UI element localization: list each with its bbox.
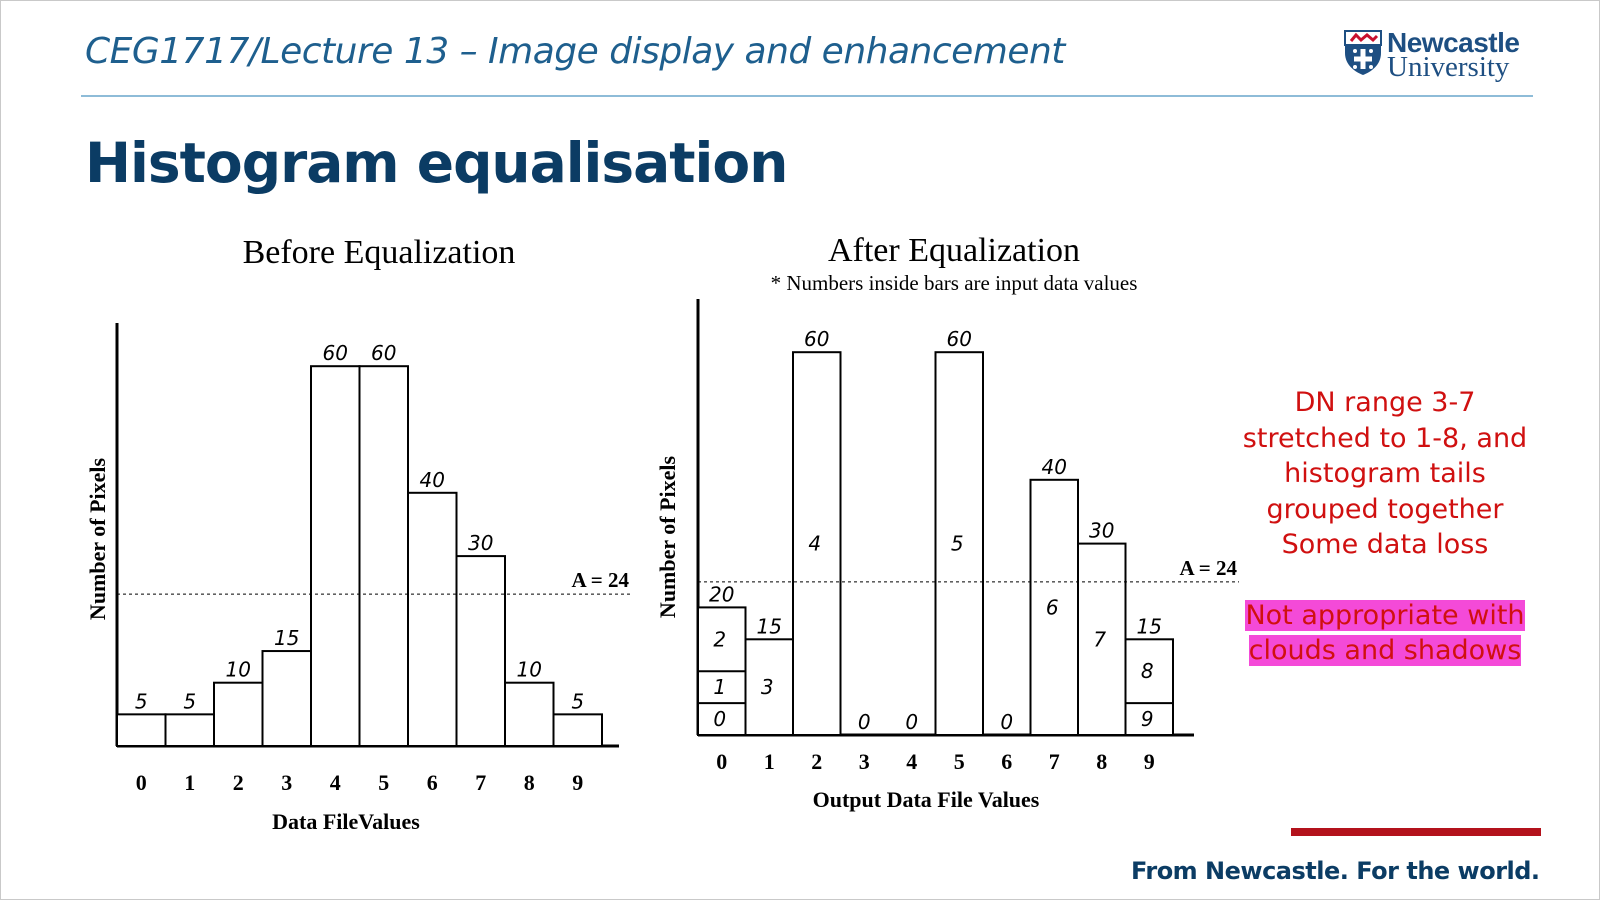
x-tick-label: 7 <box>475 770 486 795</box>
note-line: DN range 3-7 <box>1294 387 1476 418</box>
bar <box>213 681 264 748</box>
input-value-label: 2 <box>713 627 726 651</box>
bar-value-label: 0 <box>858 710 871 734</box>
bar-value-label: 15 <box>274 626 299 650</box>
highlighted-note-line: Not appropriate with <box>1245 599 1525 631</box>
x-tick-label: 2 <box>233 770 244 795</box>
bar-value-label: 60 <box>323 341 348 365</box>
logo-line1: Newcastle <box>1387 27 1520 58</box>
crest-icon <box>1344 30 1382 75</box>
chart-title: Before Equalization <box>243 234 516 271</box>
input-value-label: 4 <box>808 532 821 556</box>
input-value-label: 7 <box>1093 627 1106 651</box>
after-equalization-chart: After Equalization* Numbers inside bars … <box>655 232 1239 812</box>
note-line: stretched to 1-8, and <box>1242 422 1528 454</box>
y-axis-label: Number of Pixels <box>655 456 680 619</box>
x-tick-label: 3 <box>281 770 292 795</box>
bar <box>310 365 361 747</box>
average-label: A = 24 <box>1180 556 1238 580</box>
bar-value-label: 0 <box>905 710 918 734</box>
x-tick-label: 0 <box>136 770 147 795</box>
x-tick-label: 3 <box>859 749 870 774</box>
bar-value-label: 10 <box>517 658 542 682</box>
bar-value-label: 60 <box>804 327 829 351</box>
before-equalization-chart: Before Equalization 5 0 5 1 10 2 15 3 60 4 60 5 40 6 30… <box>85 234 631 829</box>
bar-value-label: 20 <box>709 582 734 606</box>
header-divider <box>81 95 1533 97</box>
bar-value-label: 60 <box>371 341 396 365</box>
bar-value-label: 15 <box>1137 614 1162 638</box>
x-tick-label: 7 <box>1049 749 1060 774</box>
x-tick-label: 5 <box>954 749 965 774</box>
x-axis-label: Output Data File Values <box>813 787 1040 812</box>
input-value-label: 1 <box>713 675 726 699</box>
x-tick-label: 4 <box>906 749 917 774</box>
bar-value-label: 5 <box>135 689 148 713</box>
bar <box>744 638 794 736</box>
bar-value-label: 30 <box>1089 519 1114 543</box>
footer-accent-bar <box>1291 828 1541 836</box>
bar-value-label: 40 <box>1042 455 1067 479</box>
y-axis-label: Number of Pixels <box>85 458 110 621</box>
x-tick-label: 5 <box>378 770 389 795</box>
highlighted-note-line: clouds and shadows <box>1248 635 1522 666</box>
chart-subtitle: * Numbers inside bars are input data val… <box>771 271 1138 295</box>
bar-value-label: 5 <box>571 689 584 713</box>
bar-value-label: 40 <box>420 468 445 492</box>
input-value-label: 9 <box>1141 707 1154 731</box>
bar <box>552 713 603 748</box>
x-tick-label: 8 <box>524 770 535 795</box>
x-tick-label: 6 <box>427 770 438 795</box>
x-tick-label: 1 <box>764 749 775 774</box>
bar <box>116 713 167 748</box>
bar <box>455 555 506 747</box>
x-axis-label: Data FileValues <box>272 809 420 829</box>
bar-value-label: 5 <box>183 689 196 713</box>
input-value-label: 5 <box>951 532 964 556</box>
average-label: A = 24 <box>572 568 630 592</box>
bar <box>934 351 984 736</box>
note-line: histogram tails <box>1284 458 1486 489</box>
footer-tagline: From Newcastle. For the world. <box>1131 857 1540 885</box>
note-line: grouped together <box>1266 493 1504 525</box>
bar <box>164 713 215 748</box>
note-line: Some data loss <box>1281 529 1489 560</box>
bar <box>792 351 842 736</box>
x-tick-label: 9 <box>572 770 583 795</box>
bar-value-label: 15 <box>757 614 782 638</box>
input-value-label: 8 <box>1141 659 1154 683</box>
input-value-label: 6 <box>1046 595 1059 619</box>
input-value-label: 3 <box>761 675 774 699</box>
logo-line2: University <box>1387 51 1510 83</box>
university-logo: Newcastle University <box>1343 27 1543 83</box>
bar-value-label: 10 <box>226 658 251 682</box>
course-title: CEG1717/Lecture 13 – Image display and e… <box>85 31 1065 72</box>
chart-title: After Equalization <box>828 232 1080 269</box>
bar-value-label: 60 <box>947 327 972 351</box>
x-tick-label: 0 <box>716 749 727 774</box>
bar <box>261 650 312 747</box>
slide-title: Histogram equalisation <box>85 131 788 195</box>
x-tick-label: 2 <box>811 749 822 774</box>
bar <box>358 365 409 747</box>
x-tick-label: 1 <box>184 770 195 795</box>
bar-value-label: 0 <box>1000 710 1013 734</box>
annotation-note: DN range 3-7 stretched to 1-8, and histo… <box>1229 385 1541 669</box>
x-tick-label: 6 <box>1001 749 1012 774</box>
x-tick-label: 9 <box>1144 749 1155 774</box>
bar <box>1124 638 1174 736</box>
x-tick-label: 4 <box>330 770 341 795</box>
input-value-label: 0 <box>713 707 726 731</box>
bar <box>407 491 458 747</box>
x-tick-label: 8 <box>1096 749 1107 774</box>
bar <box>504 681 555 748</box>
bar-value-label: 30 <box>468 531 493 555</box>
